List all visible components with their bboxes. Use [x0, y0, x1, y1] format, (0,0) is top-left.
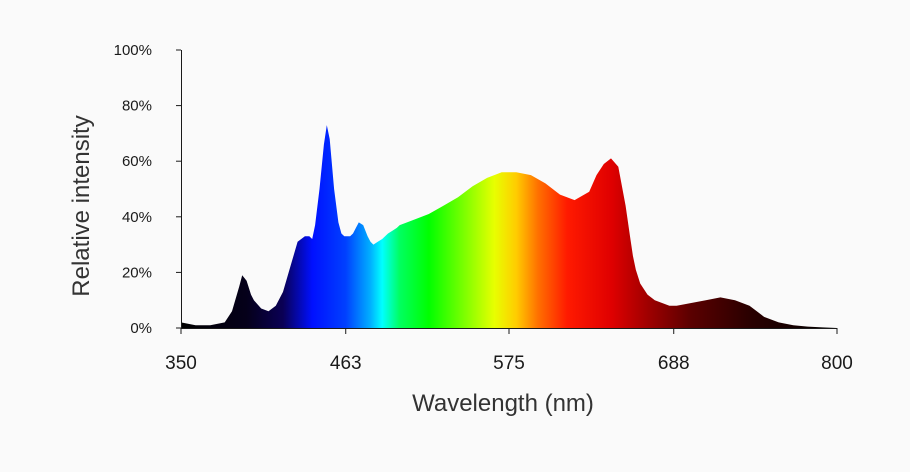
- y-tick-label: 20%: [122, 264, 152, 281]
- y-tick-label: 100%: [114, 42, 152, 59]
- y-tick-label: 60%: [122, 153, 152, 170]
- y-tick-label: 0%: [130, 320, 152, 337]
- x-tick-label: 800: [821, 353, 853, 374]
- y-axis-title: Relative intensity: [68, 115, 95, 296]
- spectrum-area: [181, 125, 837, 328]
- x-tick-label: 575: [493, 353, 525, 374]
- y-tick-label: 40%: [122, 209, 152, 226]
- x-tick-label: 350: [165, 353, 197, 374]
- y-axis-ticks: 0% 20% 40% 60% 80% 100%: [114, 42, 181, 337]
- x-tick-label: 463: [330, 353, 362, 374]
- x-axis-ticks: 350 463 575 688 800: [165, 328, 853, 374]
- y-tick-label: 80%: [122, 98, 152, 115]
- x-axis-title: Wavelength (nm): [412, 390, 594, 417]
- x-tick-label: 688: [658, 353, 690, 374]
